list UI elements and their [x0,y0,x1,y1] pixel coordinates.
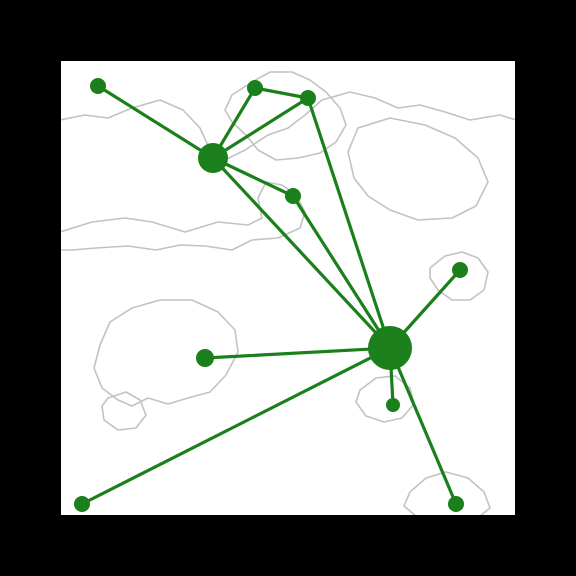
node-B [198,143,228,173]
network-diagram [0,0,576,576]
node-I [386,398,400,412]
node-K [448,496,464,512]
node-A [368,326,412,370]
map-outlines [60,72,516,516]
node-F [285,188,301,204]
network-nodes [74,78,468,512]
node-D [247,80,263,96]
node-C [90,78,106,94]
node-E [300,90,316,106]
node-G [452,262,468,278]
network-edges [82,86,460,504]
node-J [74,496,90,512]
node-H [196,349,214,367]
